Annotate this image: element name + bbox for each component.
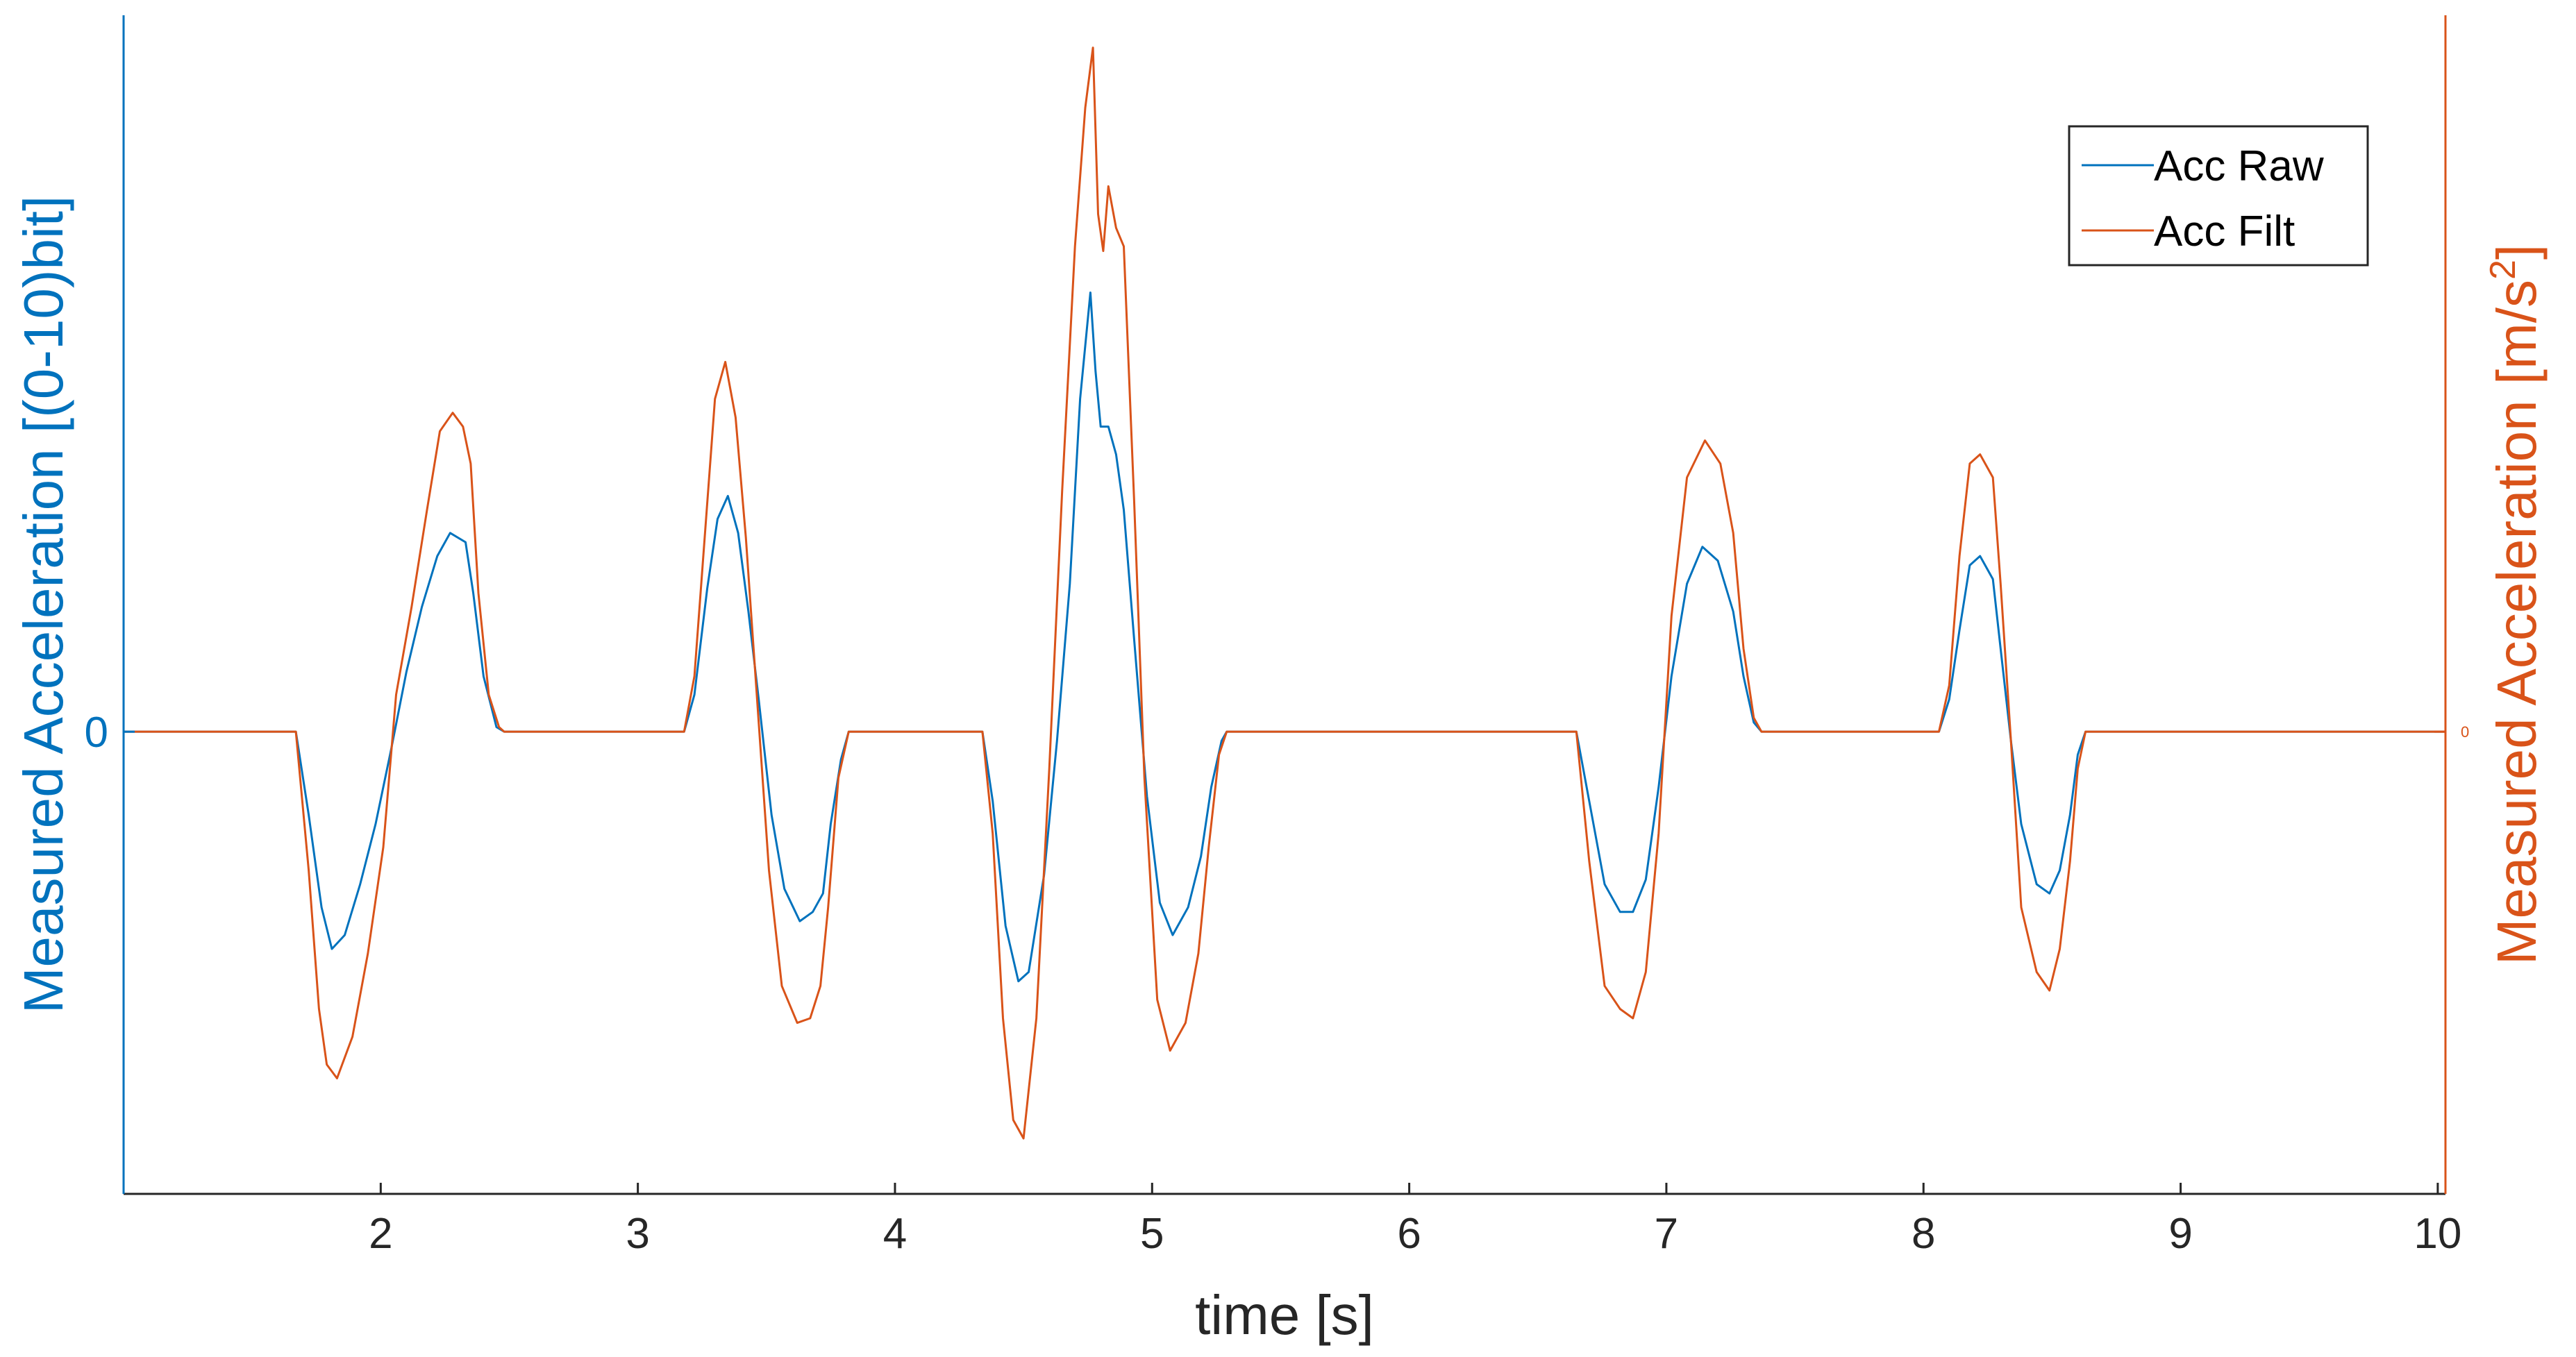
plot-area [124, 15, 2445, 1194]
legend: Acc Raw Acc Filt [2068, 125, 2369, 267]
x-tick-label-8: 8 [1912, 1210, 1935, 1258]
legend-box [2068, 125, 2369, 267]
y-left-tick-label-0: 0 [85, 709, 108, 757]
axes-layer: 2 3 4 5 6 7 8 9 10 0 0 [85, 15, 2469, 1258]
x-tick-label-4: 4 [883, 1210, 907, 1258]
legend-label-acc-filt: Acc Filt [2154, 208, 2295, 255]
plot-background [124, 15, 2445, 1194]
x-tick-label-2: 2 [369, 1210, 392, 1258]
x-tick-label-10: 10 [2414, 1210, 2461, 1258]
series-layer [124, 47, 2445, 1140]
legend-label-acc-raw: Acc Raw [2154, 142, 2324, 190]
x-tick-label-3: 3 [626, 1210, 649, 1258]
x-tick-label-9: 9 [2168, 1210, 2192, 1258]
x-tick-label-5: 5 [1140, 1210, 1164, 1258]
x-tick-label-7: 7 [1655, 1210, 1678, 1258]
y-right-tick-label-0: 0 [2461, 723, 2469, 741]
y-axis-left-title: Measured Acceleration [(0-10)bit] [12, 196, 74, 1013]
series-line-acc-filt [124, 47, 2445, 1140]
y-axis-right-title-sup: 2 [2483, 260, 2523, 280]
x-tick-label-6: 6 [1397, 1210, 1421, 1258]
y-axis-right-title: Measured Acceleration [m/s2] [2483, 244, 2548, 965]
x-axis-title: time [s] [1195, 1284, 1374, 1346]
y-axis-right-title-close: ] [2486, 244, 2548, 260]
y-axis-right-title-main: Measured Acceleration [m/s [2486, 280, 2548, 965]
